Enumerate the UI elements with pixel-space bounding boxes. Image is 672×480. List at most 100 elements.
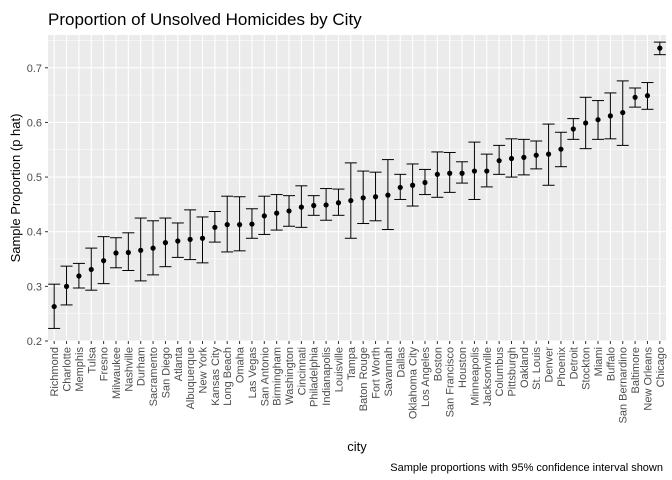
city-mark-new-orleans — [641, 82, 654, 110]
x-tick-label: Phoenix — [556, 347, 568, 387]
x-tick-label: Columbus — [494, 347, 506, 397]
data-point — [360, 195, 366, 201]
x-tick-label: Charlotte — [62, 347, 74, 392]
x-tick-label: New Orleans — [642, 347, 654, 411]
data-point — [88, 266, 94, 273]
x-axis-ticks: Richmond Charlotte Memphis Tulsa Fresno Milwa… — [49, 341, 667, 423]
city-mark-new-york — [196, 216, 209, 264]
city-mark-los-angeles — [418, 168, 431, 196]
city-mark-columbus — [493, 144, 506, 175]
data-point — [286, 208, 292, 214]
data-point — [422, 179, 428, 186]
data-point — [212, 224, 218, 230]
data-point — [484, 168, 490, 174]
x-tick-label: Pittsburgh — [507, 347, 519, 397]
data-point — [199, 235, 206, 241]
x-tick-label: Las Vegas — [247, 347, 259, 399]
data-point — [372, 194, 379, 200]
x-tick-label: Stockton — [581, 347, 593, 390]
data-point — [545, 151, 552, 157]
city-mark-charlotte — [60, 265, 73, 306]
x-tick-label: Oklahoma City — [408, 347, 420, 420]
data-point — [434, 171, 440, 177]
x-tick-label: Baton Rouge — [358, 347, 370, 411]
x-tick-label: Fort Worth — [371, 347, 383, 399]
city-mark-miami — [592, 100, 605, 140]
data-point — [521, 154, 527, 160]
data-marks — [48, 41, 666, 329]
city-mark-las-vegas — [245, 208, 258, 239]
data-point — [496, 158, 502, 164]
x-tick-label: San Bernardino — [618, 347, 630, 423]
city-mark-memphis — [72, 262, 85, 289]
x-tick-label: San Francisco — [445, 347, 457, 417]
x-tick-label: Buffalo — [605, 347, 617, 381]
data-point — [644, 93, 651, 99]
data-point — [558, 146, 564, 152]
data-point — [459, 170, 465, 176]
x-tick-label: Long Beach — [222, 347, 234, 406]
data-point — [583, 120, 589, 126]
data-point — [471, 168, 478, 174]
data-point — [533, 152, 539, 158]
y-tick-label: 0.4 — [27, 227, 42, 239]
x-tick-label: Cincinnati — [296, 347, 308, 395]
x-tick-label: Richmond — [49, 347, 61, 397]
city-mark-san-diego — [159, 217, 172, 268]
data-point — [570, 126, 576, 132]
x-tick-label: Tulsa — [86, 346, 98, 373]
x-tick-label: Houston — [457, 347, 469, 388]
data-point — [101, 258, 107, 264]
city-mark-denver — [542, 123, 555, 186]
city-mark-minneapolis — [468, 141, 481, 200]
city-mark-milwaukee — [109, 237, 122, 269]
city-mark-jacksonville — [480, 153, 493, 188]
data-point — [150, 245, 156, 251]
x-tick-label: Oakland — [519, 347, 531, 388]
chart-caption: Sample proportions with 95% confidence i… — [390, 462, 663, 474]
data-point — [410, 182, 416, 188]
city-mark-stockton — [579, 96, 592, 150]
data-point — [620, 109, 626, 116]
city-mark-fort-worth — [369, 171, 382, 222]
x-tick-label: Philadelphia — [309, 346, 321, 407]
x-tick-label: Atlanta — [173, 346, 185, 381]
city-mark-chicago — [653, 41, 666, 56]
city-mark-tampa — [344, 162, 357, 239]
data-point — [76, 273, 82, 279]
data-point — [63, 283, 70, 289]
x-tick-label: Detroit — [568, 347, 580, 379]
x-tick-label: Milwaukee — [111, 347, 123, 399]
data-point — [298, 204, 304, 210]
x-tick-label: Albuquerque — [185, 347, 197, 409]
city-mark-richmond — [48, 283, 61, 329]
x-tick-label: Baltimore — [630, 347, 642, 393]
city-mark-fresno — [97, 236, 110, 285]
x-tick-label: New York — [198, 347, 210, 394]
city-mark-washington — [283, 195, 296, 227]
x-tick-label: Indianapolis — [321, 347, 333, 406]
x-tick-label: Birmingham — [272, 347, 284, 406]
data-point — [236, 222, 243, 228]
data-point — [125, 249, 131, 256]
data-point — [138, 247, 144, 253]
data-point — [311, 202, 317, 209]
y-tick-label: 0.5 — [27, 172, 42, 184]
x-tick-label: St. Louis — [531, 347, 543, 390]
x-tick-label: Durham — [136, 347, 148, 386]
x-tick-label: Savannah — [383, 347, 395, 397]
data-point — [162, 240, 169, 246]
x-tick-label: Dallas — [395, 347, 407, 378]
city-mark-detroit — [567, 118, 580, 140]
data-point — [175, 238, 181, 244]
city-mark-baltimore — [629, 87, 642, 108]
data-point — [335, 200, 342, 206]
city-mark-houston — [456, 161, 469, 184]
data-point — [261, 213, 267, 219]
city-mark-buffalo — [604, 92, 617, 140]
y-axis-title: Sample Proportion (p hat) — [8, 114, 23, 263]
x-tick-label: Washington — [284, 347, 296, 405]
plot-panel — [48, 35, 666, 341]
x-tick-label: Miami — [593, 347, 605, 376]
